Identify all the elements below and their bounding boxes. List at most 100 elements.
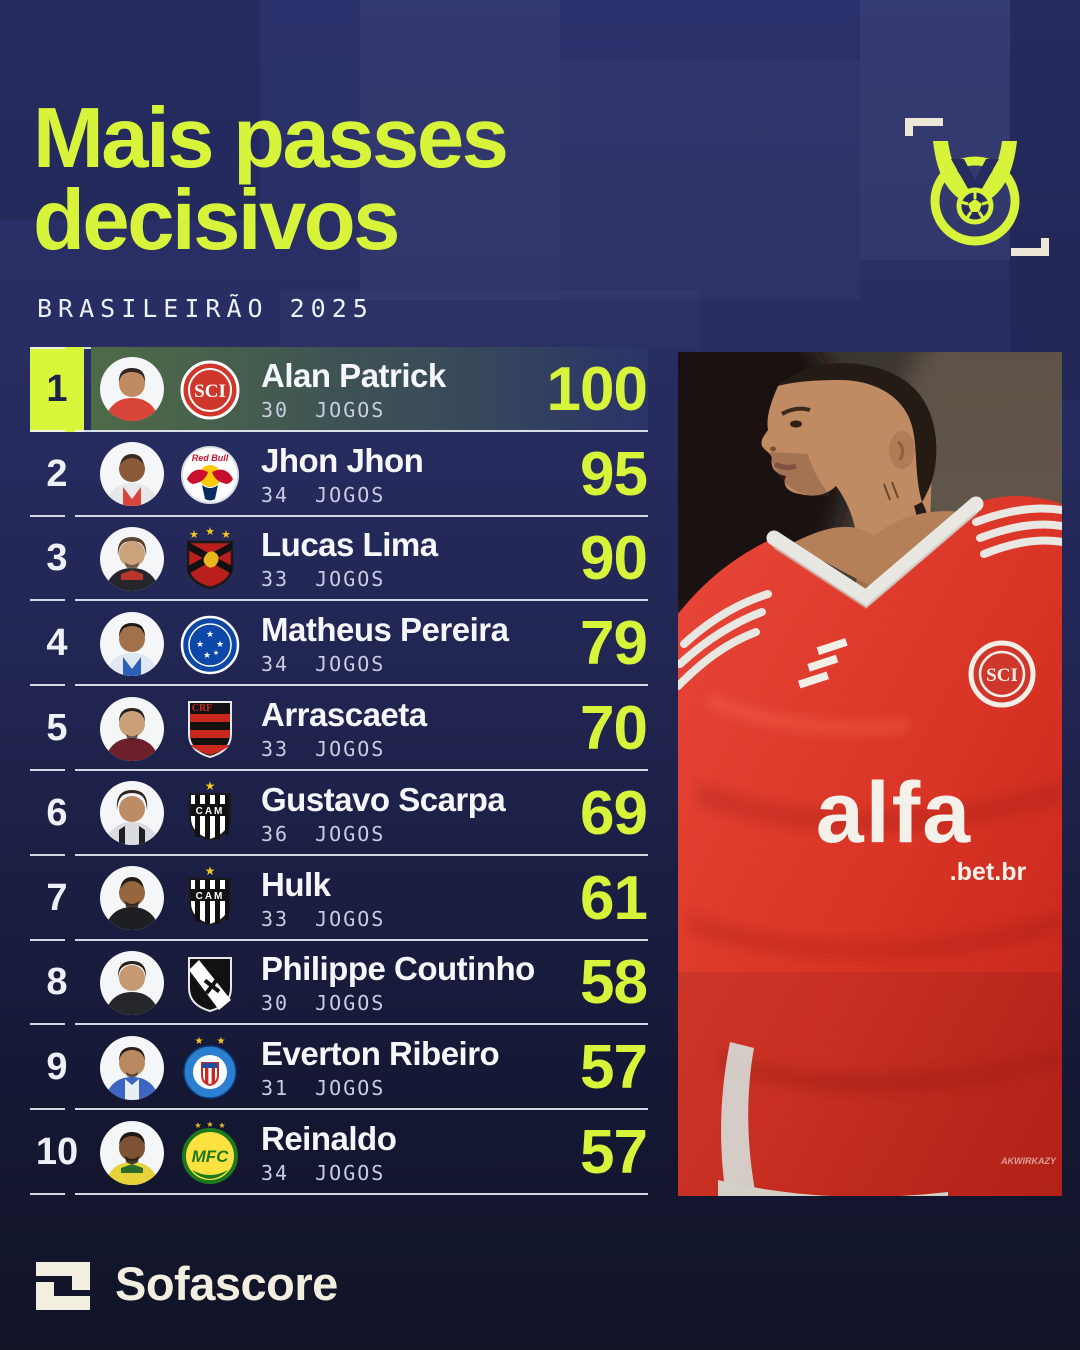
list-item-rank-3: 3 ★ ★ ★ Lucas Lima 33 JOGOS 90 (30, 517, 648, 602)
player-avatar (100, 442, 164, 507)
star-icon: ★ (213, 649, 219, 657)
badge-monogram: Red Bull (192, 453, 229, 463)
vasco-badge-icon (188, 956, 232, 1013)
adidas-logo-icon (798, 638, 848, 689)
player-name: Jhon Jhon (261, 441, 424, 479)
rank-number: 10 (35, 1131, 79, 1174)
rank-number: 3 (46, 537, 68, 580)
bragantino-badge-icon: Red Bull (181, 446, 239, 505)
games-played: 36 JOGOS (261, 821, 386, 846)
player-name: Alan Patrick (261, 356, 446, 394)
atletico-mineiro-badge-icon: ★ CAM (189, 864, 231, 927)
star-icon: ★ (194, 1121, 201, 1130)
rank-number: 7 (46, 876, 68, 919)
assists-value: 57 (580, 1033, 648, 1103)
bahia-badge-icon: ★ ★ (183, 1036, 237, 1099)
assists-value: 90 (580, 524, 648, 594)
flamengo-badge-icon: CRF (188, 700, 232, 758)
player-name: Gustavo Scarpa (261, 780, 506, 818)
rank-number: 4 (46, 622, 68, 665)
page-title: Mais passes decisivos (33, 91, 509, 269)
games-played: 34 JOGOS (261, 482, 386, 507)
star-icon: ★ (221, 528, 231, 541)
title-line-2: decisivos (33, 173, 400, 269)
player-avatar (100, 526, 164, 591)
list-item-rank-8: 8 Philippe Coutinho 30 JOGOS 58 (30, 941, 648, 1026)
corner-bracket-icon (1011, 238, 1049, 256)
star-icon: ★ (205, 864, 216, 878)
assists-value: 100 (546, 354, 648, 424)
player-name: Matheus Pereira (261, 611, 509, 649)
sofascore-wordmark: Sofascore (115, 1257, 338, 1310)
rank-number: 1 (46, 367, 68, 410)
games-played: 33 JOGOS (261, 567, 386, 592)
internacional-badge-icon: SCI (180, 360, 240, 420)
cruzeiro-badge-icon: ★★ ★★ ★ (180, 615, 240, 675)
player-photo-alan-patrick: SCI alfa .bet.br AKWIRKAZY (678, 352, 1062, 1196)
mirassol-badge-icon: ★ ★ ★ MFC (182, 1120, 238, 1184)
player-avatar (100, 1120, 164, 1185)
list-item-rank-2: 2 Red Bull Jhon Jhon 34 JOGOS 95 (30, 432, 648, 517)
player-avatar (100, 866, 164, 931)
assists-value: 95 (580, 439, 648, 509)
player-name: Lucas Lima (261, 526, 438, 564)
player-avatar (100, 950, 164, 1015)
player-avatar (100, 1035, 164, 1100)
jersey-sponsor-suffix: .bet.br (950, 858, 1027, 886)
games-played: 34 JOGOS (261, 652, 386, 677)
badge-monogram: CRF (192, 703, 213, 714)
list-item-rank-7: 7 ★ CAM Hulk 33 JOGOS 61 (30, 856, 648, 941)
title-line-1: Mais passes (33, 91, 509, 186)
star-icon: ★ (189, 528, 199, 541)
footer-brand: Sofascore (36, 1256, 338, 1311)
games-played: 31 JOGOS (261, 1076, 386, 1101)
games-played: 33 JOGOS (261, 906, 386, 931)
star-icon: ★ (203, 651, 211, 661)
rank-number: 6 (46, 791, 68, 834)
bg-mosaic-tile (560, 60, 860, 300)
player-jersey: SCI alfa .bet.br (678, 496, 1062, 1196)
star-icon: ★ (217, 1036, 226, 1047)
list-item-rank-10: 10 ★ ★ ★ MFC Reinaldo 34 JOGOS 57 (30, 1110, 648, 1195)
assists-value: 57 (580, 1118, 648, 1188)
player-name: Hulk (261, 865, 331, 903)
player-avatar (100, 696, 164, 761)
list-item-rank-5: 5 CRF Arrascaeta 33 JOGOS 70 (30, 686, 648, 771)
list-item-rank-4: 4 ★ ★ ★ ★ ★ Matheus Pereira 34 JOGOS 79 (30, 601, 648, 686)
player-name: Arrascaeta (261, 696, 427, 734)
rank-badge: 1 (30, 347, 84, 432)
player-avatar (100, 781, 164, 846)
page-subtitle: BRASILEIRÃO 2025 (37, 294, 374, 323)
star-icon: ★ (195, 1036, 204, 1047)
assists-value: 69 (580, 778, 648, 848)
rank-number: 9 (46, 1046, 68, 1089)
badge-monogram: MFC (192, 1147, 230, 1166)
games-played: 30 JOGOS (261, 397, 386, 422)
corner-bracket-icon (905, 118, 943, 136)
photo-credit: AKWIRKAZY (1000, 1156, 1057, 1166)
player-name: Philippe Coutinho (261, 950, 535, 988)
star-icon: ★ (205, 779, 216, 793)
ranking-list: 1 SCI Alan Patrick 30 JOGOS 100 2 Red Bu… (30, 347, 648, 1195)
star-icon: ★ (205, 525, 215, 538)
games-played: 34 JOGOS (261, 1161, 386, 1186)
games-played: 30 JOGOS (261, 991, 386, 1016)
assists-value: 58 (580, 948, 648, 1018)
list-item-rank-9: 9 ★ ★ Everton Ribeiro 31 JOGOS 57 (30, 1025, 648, 1110)
jersey-crest-monogram: SCI (986, 665, 1018, 686)
assists-value: 79 (580, 609, 648, 679)
star-icon: ★ (218, 1121, 225, 1130)
games-played: 33 JOGOS (261, 737, 386, 762)
star-icon: ★ (196, 640, 204, 650)
rank-number: 8 (46, 961, 68, 1004)
player-avatar (100, 611, 164, 676)
star-icon: ★ (216, 640, 224, 650)
brasileirao-trophy-icon (930, 141, 1020, 246)
badge-monogram: SCI (194, 381, 226, 402)
sofascore-logo-icon (36, 1261, 90, 1310)
rank-number: 5 (46, 707, 68, 750)
sport-recife-badge-icon: ★ ★ ★ (186, 525, 234, 590)
jersey-sponsor-text: alfa (816, 765, 972, 861)
badge-monogram: CAM (196, 806, 225, 817)
